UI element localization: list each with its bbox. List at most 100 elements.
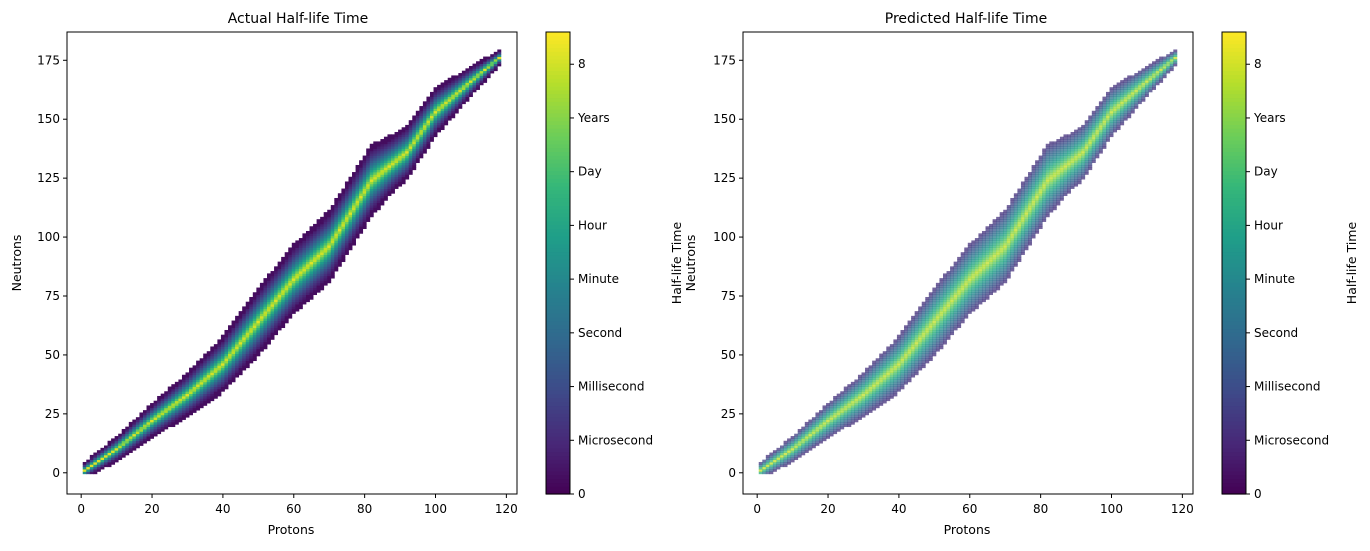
heatmap-cell bbox=[338, 250, 342, 253]
heatmap-cell bbox=[1060, 181, 1064, 184]
heatmap-cell bbox=[395, 158, 399, 161]
heatmap-cell bbox=[150, 405, 154, 408]
heatmap-cell bbox=[363, 160, 367, 163]
heatmap-cell bbox=[256, 342, 260, 345]
heatmap-cell bbox=[171, 410, 175, 413]
heatmap-cell bbox=[366, 205, 370, 208]
heatmap-cell bbox=[373, 200, 377, 203]
heatmap-cell bbox=[118, 441, 122, 444]
heatmap-cell bbox=[302, 280, 306, 283]
heatmap-cell bbox=[405, 158, 409, 161]
heatmap-cell bbox=[925, 323, 929, 326]
heatmap-cell bbox=[278, 264, 282, 267]
heatmap-cell bbox=[157, 408, 161, 411]
heatmap-cell bbox=[897, 335, 901, 338]
heatmap-cell bbox=[111, 455, 115, 458]
heatmap-cell bbox=[830, 403, 834, 406]
heatmap-cell bbox=[1039, 163, 1043, 166]
heatmap-cell bbox=[345, 240, 349, 243]
heatmap-cell bbox=[1088, 158, 1092, 161]
heatmap-cell bbox=[263, 325, 267, 328]
heatmap-cell bbox=[359, 184, 363, 187]
heatmap-cell bbox=[147, 420, 151, 423]
heatmap-cell bbox=[260, 318, 264, 321]
heatmap-cell bbox=[1099, 104, 1103, 107]
heatmap-cell bbox=[925, 297, 929, 300]
heatmap-cell bbox=[263, 344, 267, 347]
heatmap-cell bbox=[129, 441, 133, 444]
heatmap-cell bbox=[239, 354, 243, 357]
heatmap-cell bbox=[334, 252, 338, 255]
heatmap-cell bbox=[947, 323, 951, 326]
heatmap-cell bbox=[893, 389, 897, 392]
heatmap-cell bbox=[879, 377, 883, 380]
heatmap-cell bbox=[947, 313, 951, 316]
heatmap-cell bbox=[812, 427, 816, 430]
heatmap-cell bbox=[900, 375, 904, 378]
heatmap-cell bbox=[968, 247, 972, 250]
heatmap-cell bbox=[1003, 271, 1007, 274]
heatmap-cell bbox=[263, 335, 267, 338]
heatmap-cell bbox=[104, 445, 108, 448]
heatmap-cell bbox=[837, 408, 841, 411]
heatmap-cell bbox=[295, 266, 299, 269]
heatmap-cell bbox=[387, 146, 391, 149]
heatmap-cell bbox=[239, 325, 243, 328]
heatmap-cell bbox=[139, 427, 143, 430]
heatmap-cell bbox=[890, 354, 894, 357]
heatmap-cell bbox=[281, 306, 285, 309]
heatmap-cell bbox=[1007, 266, 1011, 269]
heatmap-cell bbox=[295, 280, 299, 283]
heatmap-cell bbox=[1053, 203, 1057, 206]
heatmap-cell bbox=[869, 382, 873, 385]
heatmap-cell bbox=[115, 445, 119, 448]
heatmap-cell bbox=[217, 351, 221, 354]
heatmap-cell bbox=[897, 339, 901, 342]
heatmap-cell bbox=[348, 177, 352, 180]
heatmap-cell bbox=[812, 438, 816, 441]
heatmap-cell bbox=[253, 332, 257, 335]
heatmap-cell bbox=[416, 160, 420, 163]
heatmap-cell bbox=[830, 417, 834, 420]
heatmap-cell bbox=[363, 186, 367, 189]
heatmap-cell bbox=[125, 450, 129, 453]
heatmap-cell bbox=[352, 214, 356, 217]
heatmap-cell bbox=[444, 82, 448, 85]
heatmap-cell bbox=[398, 181, 402, 184]
heatmap-cell bbox=[334, 238, 338, 241]
heatmap-cell bbox=[288, 262, 292, 265]
heatmap-cell bbox=[911, 346, 915, 349]
heatmap-cell bbox=[1039, 174, 1043, 177]
heatmap-cell bbox=[847, 396, 851, 399]
heatmap-cell bbox=[480, 61, 484, 64]
heatmap-cell bbox=[1060, 186, 1064, 189]
heatmap-cell bbox=[1056, 148, 1060, 151]
heatmap-cell bbox=[143, 438, 147, 441]
heatmap-cell bbox=[1081, 158, 1085, 161]
heatmap-cell bbox=[1095, 156, 1099, 159]
heatmap-cell bbox=[338, 247, 342, 250]
heatmap-cell bbox=[1110, 120, 1114, 123]
heatmap-cell bbox=[1106, 113, 1110, 116]
colorbar-segment bbox=[546, 194, 570, 198]
heatmap-cell bbox=[462, 94, 466, 97]
heatmap-cell bbox=[915, 363, 919, 366]
heatmap-cell bbox=[1099, 146, 1103, 149]
heatmap-cell bbox=[993, 273, 997, 276]
heatmap-cell bbox=[922, 332, 926, 335]
heatmap-cell bbox=[904, 363, 908, 366]
heatmap-cell bbox=[437, 92, 441, 95]
heatmap-cell bbox=[373, 165, 377, 168]
heatmap-cell bbox=[136, 420, 140, 423]
heatmap-cell bbox=[281, 313, 285, 316]
heatmap-cell bbox=[235, 325, 239, 328]
heatmap-cell bbox=[462, 92, 466, 95]
heatmap-cell bbox=[260, 342, 264, 345]
heatmap-cell bbox=[957, 316, 961, 319]
heatmap-cell bbox=[345, 214, 349, 217]
heatmap-cell bbox=[1092, 153, 1096, 156]
heatmap-cell bbox=[483, 78, 487, 81]
heatmap-cell bbox=[1095, 144, 1099, 147]
heatmap-cell bbox=[869, 403, 873, 406]
heatmap-cell bbox=[1049, 196, 1053, 199]
